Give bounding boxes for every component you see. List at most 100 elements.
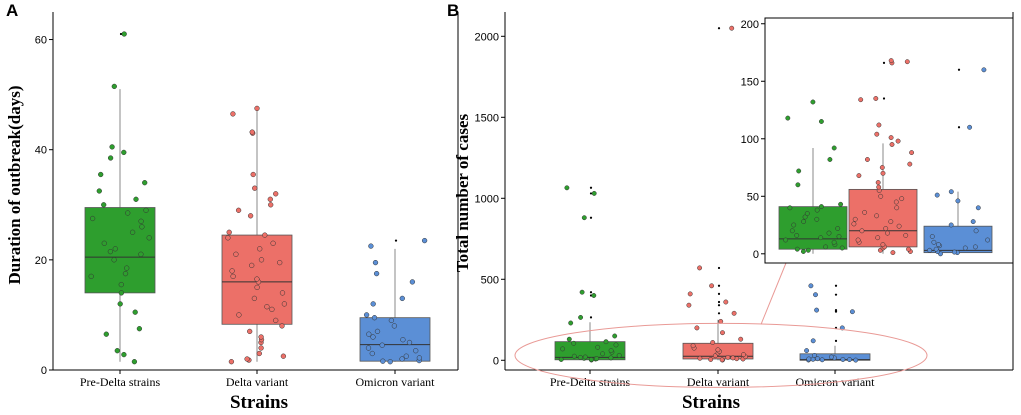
panel-a-point-delta <box>264 304 270 310</box>
panel-b-y-axis-title: Total number of cases <box>453 114 472 273</box>
panel-b-point-delta <box>708 357 714 362</box>
panel-b-point-omicron <box>819 357 825 363</box>
panel-a-point-pre-delta <box>111 83 117 90</box>
panel-b-outlier-omicron <box>834 310 838 313</box>
panel-b-inset-point-delta <box>899 196 905 202</box>
panel-b-point-pre-delta <box>579 289 585 295</box>
panel-b-point-delta <box>719 357 725 363</box>
panel-a-point-delta <box>279 290 286 296</box>
panel-b-inset-point-delta <box>878 193 884 199</box>
panel-b-inset-point-omicron <box>948 222 954 228</box>
panel-b-inset-point-pre-delta <box>785 115 791 121</box>
panel-b-inset-point-delta <box>875 180 881 185</box>
panel-b-outlier-pre-delta <box>589 291 593 294</box>
panel-a-point-omicron <box>374 328 381 335</box>
panel-b-inset-point-pre-delta <box>814 216 820 222</box>
panel-a-point-delta <box>279 323 285 329</box>
panel-b-inset-outlier-delta <box>882 61 886 64</box>
panel-b-point-pre-delta <box>616 352 622 358</box>
panel-a-point-pre-delta <box>132 309 138 315</box>
panel-a-point-omicron <box>380 358 386 364</box>
panel-b-inset-point-delta <box>883 226 889 231</box>
panel-a-point-pre-delta <box>89 215 96 222</box>
panel-b-point-delta <box>715 347 721 353</box>
panel-a-point-delta <box>258 334 264 340</box>
panel-b-inset-point-delta <box>885 230 890 236</box>
panel-b-inset-point-pre-delta <box>789 228 795 234</box>
panel-b-inset-point-pre-delta <box>835 226 841 231</box>
panel-a-point-omicron <box>409 279 416 285</box>
panel-b-inset-point-omicron <box>931 239 937 245</box>
panel-b-inset-point-delta <box>873 96 879 101</box>
panel-b-point-pre-delta <box>564 185 570 191</box>
panel-a-outlier-pre-delta <box>119 32 123 36</box>
panel-b-outlier-delta <box>717 27 721 30</box>
panel-b-point-delta <box>720 330 725 336</box>
panel-a-point-pre-delta <box>118 281 124 288</box>
panel-b-inset-point-delta <box>880 242 886 248</box>
panel-b-point-omicron <box>814 307 820 313</box>
panel-b-point-pre-delta <box>594 356 600 362</box>
panel-b-y-tick-label: 2000 <box>475 31 499 43</box>
panel-b-inset-point-omicron <box>929 234 935 239</box>
panel-a-point-delta <box>256 350 262 357</box>
panel-b-point-pre-delta <box>612 333 618 339</box>
panel-a-point-delta <box>236 312 242 318</box>
panel-a-point-pre-delta <box>131 359 138 365</box>
panel-b-inset-point-pre-delta <box>823 244 829 250</box>
panel-a-x-tick-label-delta: Delta variant <box>226 375 289 389</box>
panel-a-point-pre-delta <box>107 155 114 161</box>
panel-b-point-delta <box>709 283 715 289</box>
panel-b-inset-point-pre-delta <box>814 207 820 213</box>
panel-b-inset-point-delta <box>909 150 915 156</box>
panel-a-point-omicron <box>416 355 423 361</box>
panel-a-point-delta <box>247 213 254 219</box>
panel-b-point-delta <box>687 291 693 297</box>
panel-a-point-delta <box>225 235 231 241</box>
panel-b-inset-point-pre-delta <box>796 168 802 174</box>
panel-a-letter: A <box>6 1 18 20</box>
panel-b-inset-point-omicron <box>973 228 979 234</box>
panel-b-inset: 0 50 100 150 200 <box>741 17 1014 264</box>
panel-a-point-omicron <box>379 342 385 348</box>
panel-a-point-omicron <box>370 301 376 307</box>
panel-b-point-omicron <box>804 348 810 354</box>
panel-b-point-omicron <box>812 352 817 358</box>
panel-b-inset-y-tick-label: 100 <box>741 134 759 146</box>
panel-b-point-pre-delta <box>571 353 577 359</box>
panel-b: B Total number of cases Strains 05001000… <box>447 1 1014 413</box>
panel-b-inset-point-pre-delta <box>838 201 844 207</box>
panel-b-point-pre-delta <box>571 340 577 346</box>
panel-b-inset-point-delta <box>888 58 894 64</box>
panel-b-inset-point-omicron <box>972 244 978 250</box>
panel-b-inset-point-pre-delta <box>805 247 811 253</box>
panel-a-point-pre-delta <box>138 251 144 257</box>
panel-b-outlier-pre-delta <box>589 316 593 319</box>
panel-a-point-pre-delta <box>103 331 109 337</box>
panel-b-inset-point-pre-delta <box>827 157 833 162</box>
panel-b-point-pre-delta <box>566 336 572 342</box>
panel-a-point-pre-delta <box>146 235 152 241</box>
panel-b-inset-y-tick-label: 150 <box>741 76 759 88</box>
panel-b-point-omicron <box>853 357 859 363</box>
panel-a-point-delta <box>273 317 279 324</box>
panel-a-point-omicron <box>369 350 375 357</box>
panel-b-outlier-omicron <box>834 284 838 287</box>
panel-a-x-axis-title: Strains <box>230 392 288 413</box>
panel-b-x-tick-label-pre-delta: Pre-Delta strains <box>550 375 631 389</box>
panel-a-point-omicron <box>421 237 428 244</box>
panel-a-point-omicron <box>406 339 413 346</box>
panel-b-inset-point-omicron <box>970 219 976 225</box>
panel-b-point-omicron <box>828 354 834 360</box>
panel-b-inset-point-pre-delta <box>839 245 845 251</box>
panel-b-inset-point-pre-delta <box>804 211 810 216</box>
panel-a-point-pre-delta <box>112 246 118 252</box>
panel-b-inset-y-tick-label: 200 <box>741 19 759 31</box>
panel-a-point-delta <box>250 171 256 178</box>
panel-b-inset-point-pre-delta <box>795 182 801 188</box>
panel-b-point-pre-delta <box>560 346 566 352</box>
panel-a-point-delta <box>270 240 276 246</box>
panel-b-point-omicron <box>840 357 846 362</box>
panel-a-point-delta <box>277 259 283 266</box>
panel-b-inset-point-delta <box>851 221 857 227</box>
